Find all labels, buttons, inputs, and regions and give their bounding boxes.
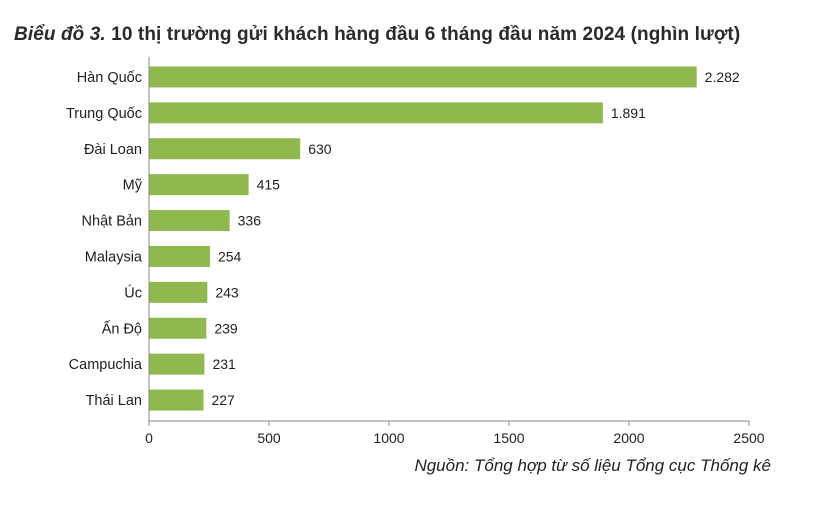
- source-note: Nguồn: Tổng hợp từ số liệu Tổng cục Thốn…: [414, 456, 771, 475]
- category-label: Hàn Quốc: [77, 70, 142, 86]
- bar-chart: Hàn Quốc 2.282 Trung Quốc 1.891 Đài Loan 630 M…: [66, 57, 765, 446]
- chart-title-lead: Biểu đồ 3.: [14, 24, 106, 45]
- data-label: 2.282: [705, 69, 740, 85]
- x-tick-label: 0: [145, 430, 153, 446]
- x-tick-label: 1500: [493, 430, 524, 446]
- data-label: 239: [214, 320, 238, 336]
- category-label: Mỹ: [123, 178, 143, 194]
- bar: [149, 138, 301, 160]
- category-label: Trung Quốc: [66, 106, 142, 122]
- bar: [149, 102, 603, 124]
- x-tick-label: 2000: [613, 430, 644, 446]
- data-label: 243: [215, 284, 239, 300]
- category-label: Thái Lan: [86, 393, 142, 409]
- category-label: Nhật Bản: [82, 214, 142, 230]
- category-label: Campuchia: [69, 357, 143, 373]
- bar: [149, 245, 210, 267]
- x-tick-label: 1000: [373, 430, 404, 446]
- data-label: 415: [257, 177, 281, 193]
- x-tick-label: 2500: [733, 430, 764, 446]
- category-label: Malaysia: [85, 249, 143, 265]
- bar: [149, 281, 208, 303]
- bar: [149, 174, 249, 196]
- category-label: Đài Loan: [84, 142, 142, 158]
- bar: [149, 210, 230, 232]
- chart-title: Biểu đồ 3. 10 thị trường gửi khách hàng …: [14, 24, 740, 46]
- bar: [149, 389, 204, 411]
- bar: [149, 317, 207, 339]
- category-label: Ấn Độ: [102, 320, 142, 337]
- data-label: 254: [218, 248, 242, 264]
- bar: [149, 353, 205, 375]
- data-label: 630: [308, 141, 332, 157]
- data-label: 1.891: [611, 105, 646, 121]
- category-label: Úc: [124, 284, 142, 301]
- data-label: 336: [238, 213, 262, 229]
- chart-title-text: 10 thị trường gửi khách hàng đầu 6 tháng…: [105, 24, 741, 45]
- data-label: 227: [211, 392, 235, 408]
- bar: [149, 66, 697, 88]
- x-tick-label: 500: [257, 430, 281, 446]
- data-label: 231: [212, 356, 236, 372]
